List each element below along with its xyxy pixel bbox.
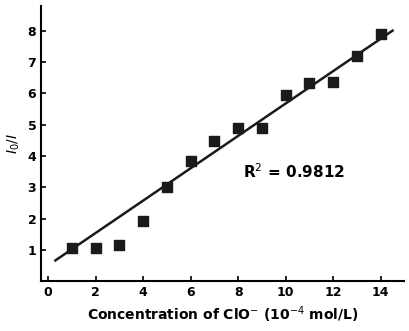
Point: [139, 218, 146, 223]
Text: R$^2$ = 0.9812: R$^2$ = 0.9812: [243, 162, 344, 181]
Point: [258, 125, 265, 130]
Point: [377, 32, 383, 37]
Y-axis label: $I_0/I$: $I_0/I$: [6, 133, 22, 154]
Point: [92, 245, 99, 250]
Point: [306, 81, 312, 86]
Point: [329, 80, 336, 85]
Point: [282, 92, 288, 98]
Point: [187, 158, 193, 164]
Point: [353, 54, 360, 59]
Point: [211, 138, 217, 144]
Point: [234, 125, 241, 130]
Point: [163, 184, 170, 189]
X-axis label: Concentration of ClO$^{-}$ (10$^{-4}$ mol/L): Concentration of ClO$^{-}$ (10$^{-4}$ mo…: [87, 305, 357, 325]
Point: [116, 243, 122, 248]
Point: [69, 245, 75, 250]
